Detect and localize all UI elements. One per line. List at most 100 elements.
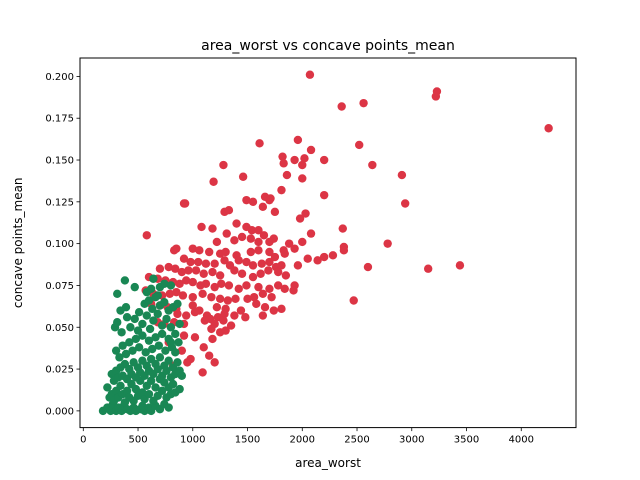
scatter-point: [153, 309, 162, 319]
scatter-point: [293, 261, 303, 270]
scatter-point: [298, 174, 307, 183]
scatter-point: [201, 279, 211, 288]
scatter-point: [173, 358, 182, 367]
scatter-point: [265, 257, 274, 267]
scatter-point: [199, 343, 208, 352]
scatter-point: [179, 254, 189, 263]
scatter-point: [257, 259, 266, 268]
scatter-point: [188, 301, 197, 310]
scatter-point: [148, 344, 157, 354]
scatter-point: [174, 338, 183, 347]
scatter-point: [177, 371, 187, 380]
scatter-point: [115, 353, 124, 362]
scatter-point: [237, 269, 247, 278]
scatter-point: [173, 299, 182, 309]
scatter-point: [303, 254, 312, 263]
scatter-point: [215, 294, 225, 304]
scatter-point: [190, 308, 200, 317]
scatter-point: [197, 222, 206, 232]
scatter-point: [278, 152, 287, 161]
scatter-point: [230, 236, 239, 245]
scatter-point: [241, 313, 250, 322]
scatter-point: [148, 304, 157, 314]
scatter-point: [265, 237, 274, 247]
scatter-point: [231, 294, 240, 304]
scatter-point: [198, 368, 207, 377]
scatter-point: [338, 224, 347, 233]
y-tick-label: 0.150: [45, 156, 74, 167]
scatter-point: [270, 252, 280, 262]
scatter-point: [166, 338, 176, 347]
scatter-point: [224, 205, 234, 215]
scatter-point: [157, 329, 167, 339]
scatter-point: [134, 343, 144, 352]
scatter-point: [199, 269, 208, 278]
scatter-point: [164, 356, 173, 365]
scatter-point: [273, 281, 283, 290]
scatter-point: [220, 256, 229, 265]
scatter-point: [221, 247, 230, 257]
scatter-point: [400, 199, 410, 208]
scatter-point: [195, 246, 204, 255]
scatter-point: [258, 311, 268, 320]
scatter-point: [116, 381, 125, 390]
scatter-point: [277, 261, 286, 270]
scatter-point: [260, 302, 270, 312]
scatter-point: [162, 314, 171, 324]
scatter-point: [234, 256, 243, 265]
scatter-point: [210, 358, 219, 367]
scatter-point: [243, 294, 252, 304]
scatter-point: [221, 326, 230, 335]
scatter-point: [248, 261, 258, 270]
scatter-point: [168, 379, 178, 389]
x-tick-label: 0: [80, 435, 86, 446]
y-tick-label: 0.000: [45, 406, 74, 417]
scatter-point: [217, 279, 226, 288]
scatter-point: [337, 102, 346, 111]
scatter-point: [122, 386, 132, 396]
scatter-point: [267, 292, 276, 302]
scatter-point: [146, 376, 156, 385]
scatter-point: [246, 234, 256, 243]
scatter-point: [177, 267, 187, 277]
scatter-point: [151, 383, 160, 392]
y-tick-label: 0.025: [45, 365, 74, 376]
scatter-point: [188, 277, 197, 287]
scatter-point: [172, 244, 181, 253]
scatter-point: [138, 388, 147, 397]
y-tick-label: 0.050: [45, 323, 74, 334]
scatter-point: [184, 266, 193, 275]
scatter-point: [200, 316, 210, 325]
scatter-point: [281, 271, 291, 280]
scatter-point: [118, 341, 127, 350]
scatter-point: [290, 244, 299, 253]
scatter-point: [188, 292, 197, 302]
scatter-point: [144, 296, 154, 305]
scatter-point: [165, 289, 174, 299]
scatter-point: [280, 249, 289, 258]
scatter-point: [258, 202, 268, 212]
scatter-point: [207, 324, 216, 334]
scatter-point: [258, 289, 268, 299]
scatter-point: [171, 329, 180, 339]
scatter-point: [128, 346, 137, 355]
scatter-point: [151, 333, 160, 342]
scatter-point: [265, 284, 274, 293]
scatter-point: [142, 231, 151, 240]
scatter-point: [160, 297, 169, 307]
scatter-point: [175, 384, 184, 394]
scatter-point: [191, 266, 201, 275]
scatter-point: [238, 172, 248, 181]
scatter-point: [164, 403, 173, 412]
scatter-point: [133, 326, 143, 335]
scatter-point: [234, 284, 243, 293]
scatter-point: [226, 321, 236, 330]
scatter-point: [130, 314, 139, 324]
scatter-point: [279, 159, 288, 168]
scatter-point: [157, 321, 167, 330]
scatter-point: [125, 338, 134, 347]
scatter-point: [210, 259, 219, 268]
x-tick-label: 3500: [454, 435, 479, 446]
scatter-point: [242, 257, 251, 267]
